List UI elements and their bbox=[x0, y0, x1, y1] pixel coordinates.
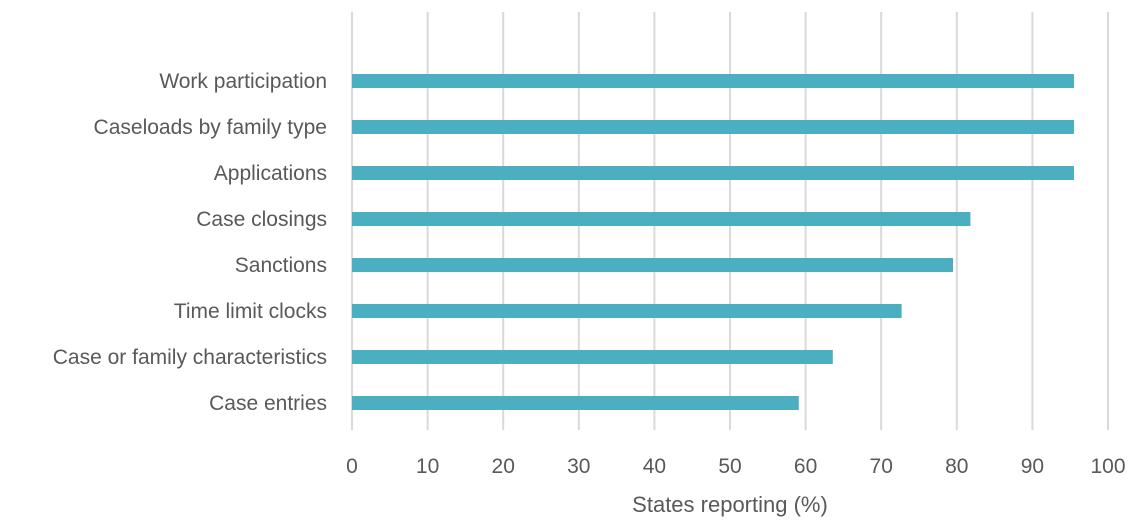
bar-applications bbox=[352, 166, 1074, 180]
bar-case-entries bbox=[352, 396, 799, 410]
category-label: Work participation bbox=[159, 70, 327, 93]
bar-work-participation bbox=[352, 74, 1074, 88]
x-tick-label: 90 bbox=[1021, 455, 1044, 478]
x-tick-label: 40 bbox=[643, 455, 666, 478]
x-tick-label: 70 bbox=[870, 455, 893, 478]
category-label: Case closings bbox=[196, 208, 327, 231]
x-tick-label: 100 bbox=[1090, 455, 1125, 478]
x-tick-label: 60 bbox=[794, 455, 817, 478]
category-label: Time limit clocks bbox=[174, 300, 327, 323]
category-label: Sanctions bbox=[235, 254, 327, 277]
bar-case-closings bbox=[352, 212, 971, 226]
x-tick-label: 80 bbox=[945, 455, 968, 478]
category-label: Caseloads by family type bbox=[94, 116, 327, 139]
bar-caseloads-by-family-type bbox=[352, 120, 1074, 134]
bars bbox=[352, 74, 1074, 410]
x-tick-label: 10 bbox=[416, 455, 439, 478]
x-axis-title: States reporting (%) bbox=[632, 492, 828, 517]
category-label: Applications bbox=[214, 162, 327, 185]
bar-time-limit-clocks bbox=[352, 304, 902, 318]
x-tick-label: 50 bbox=[718, 455, 741, 478]
x-tick-label: 30 bbox=[567, 455, 590, 478]
category-label: Case or family characteristics bbox=[53, 346, 327, 369]
bar-case-or-family-characteristics bbox=[352, 350, 833, 364]
x-tick-label: 20 bbox=[492, 455, 515, 478]
bar-sanctions bbox=[352, 258, 954, 272]
x-tick-label: 0 bbox=[346, 455, 358, 478]
x-tick-labels: 0 10 20 30 40 50 60 70 80 90 100 bbox=[346, 455, 1125, 478]
category-labels: Work participation Caseloads by family ty… bbox=[53, 70, 327, 415]
category-label: Case entries bbox=[209, 392, 327, 415]
